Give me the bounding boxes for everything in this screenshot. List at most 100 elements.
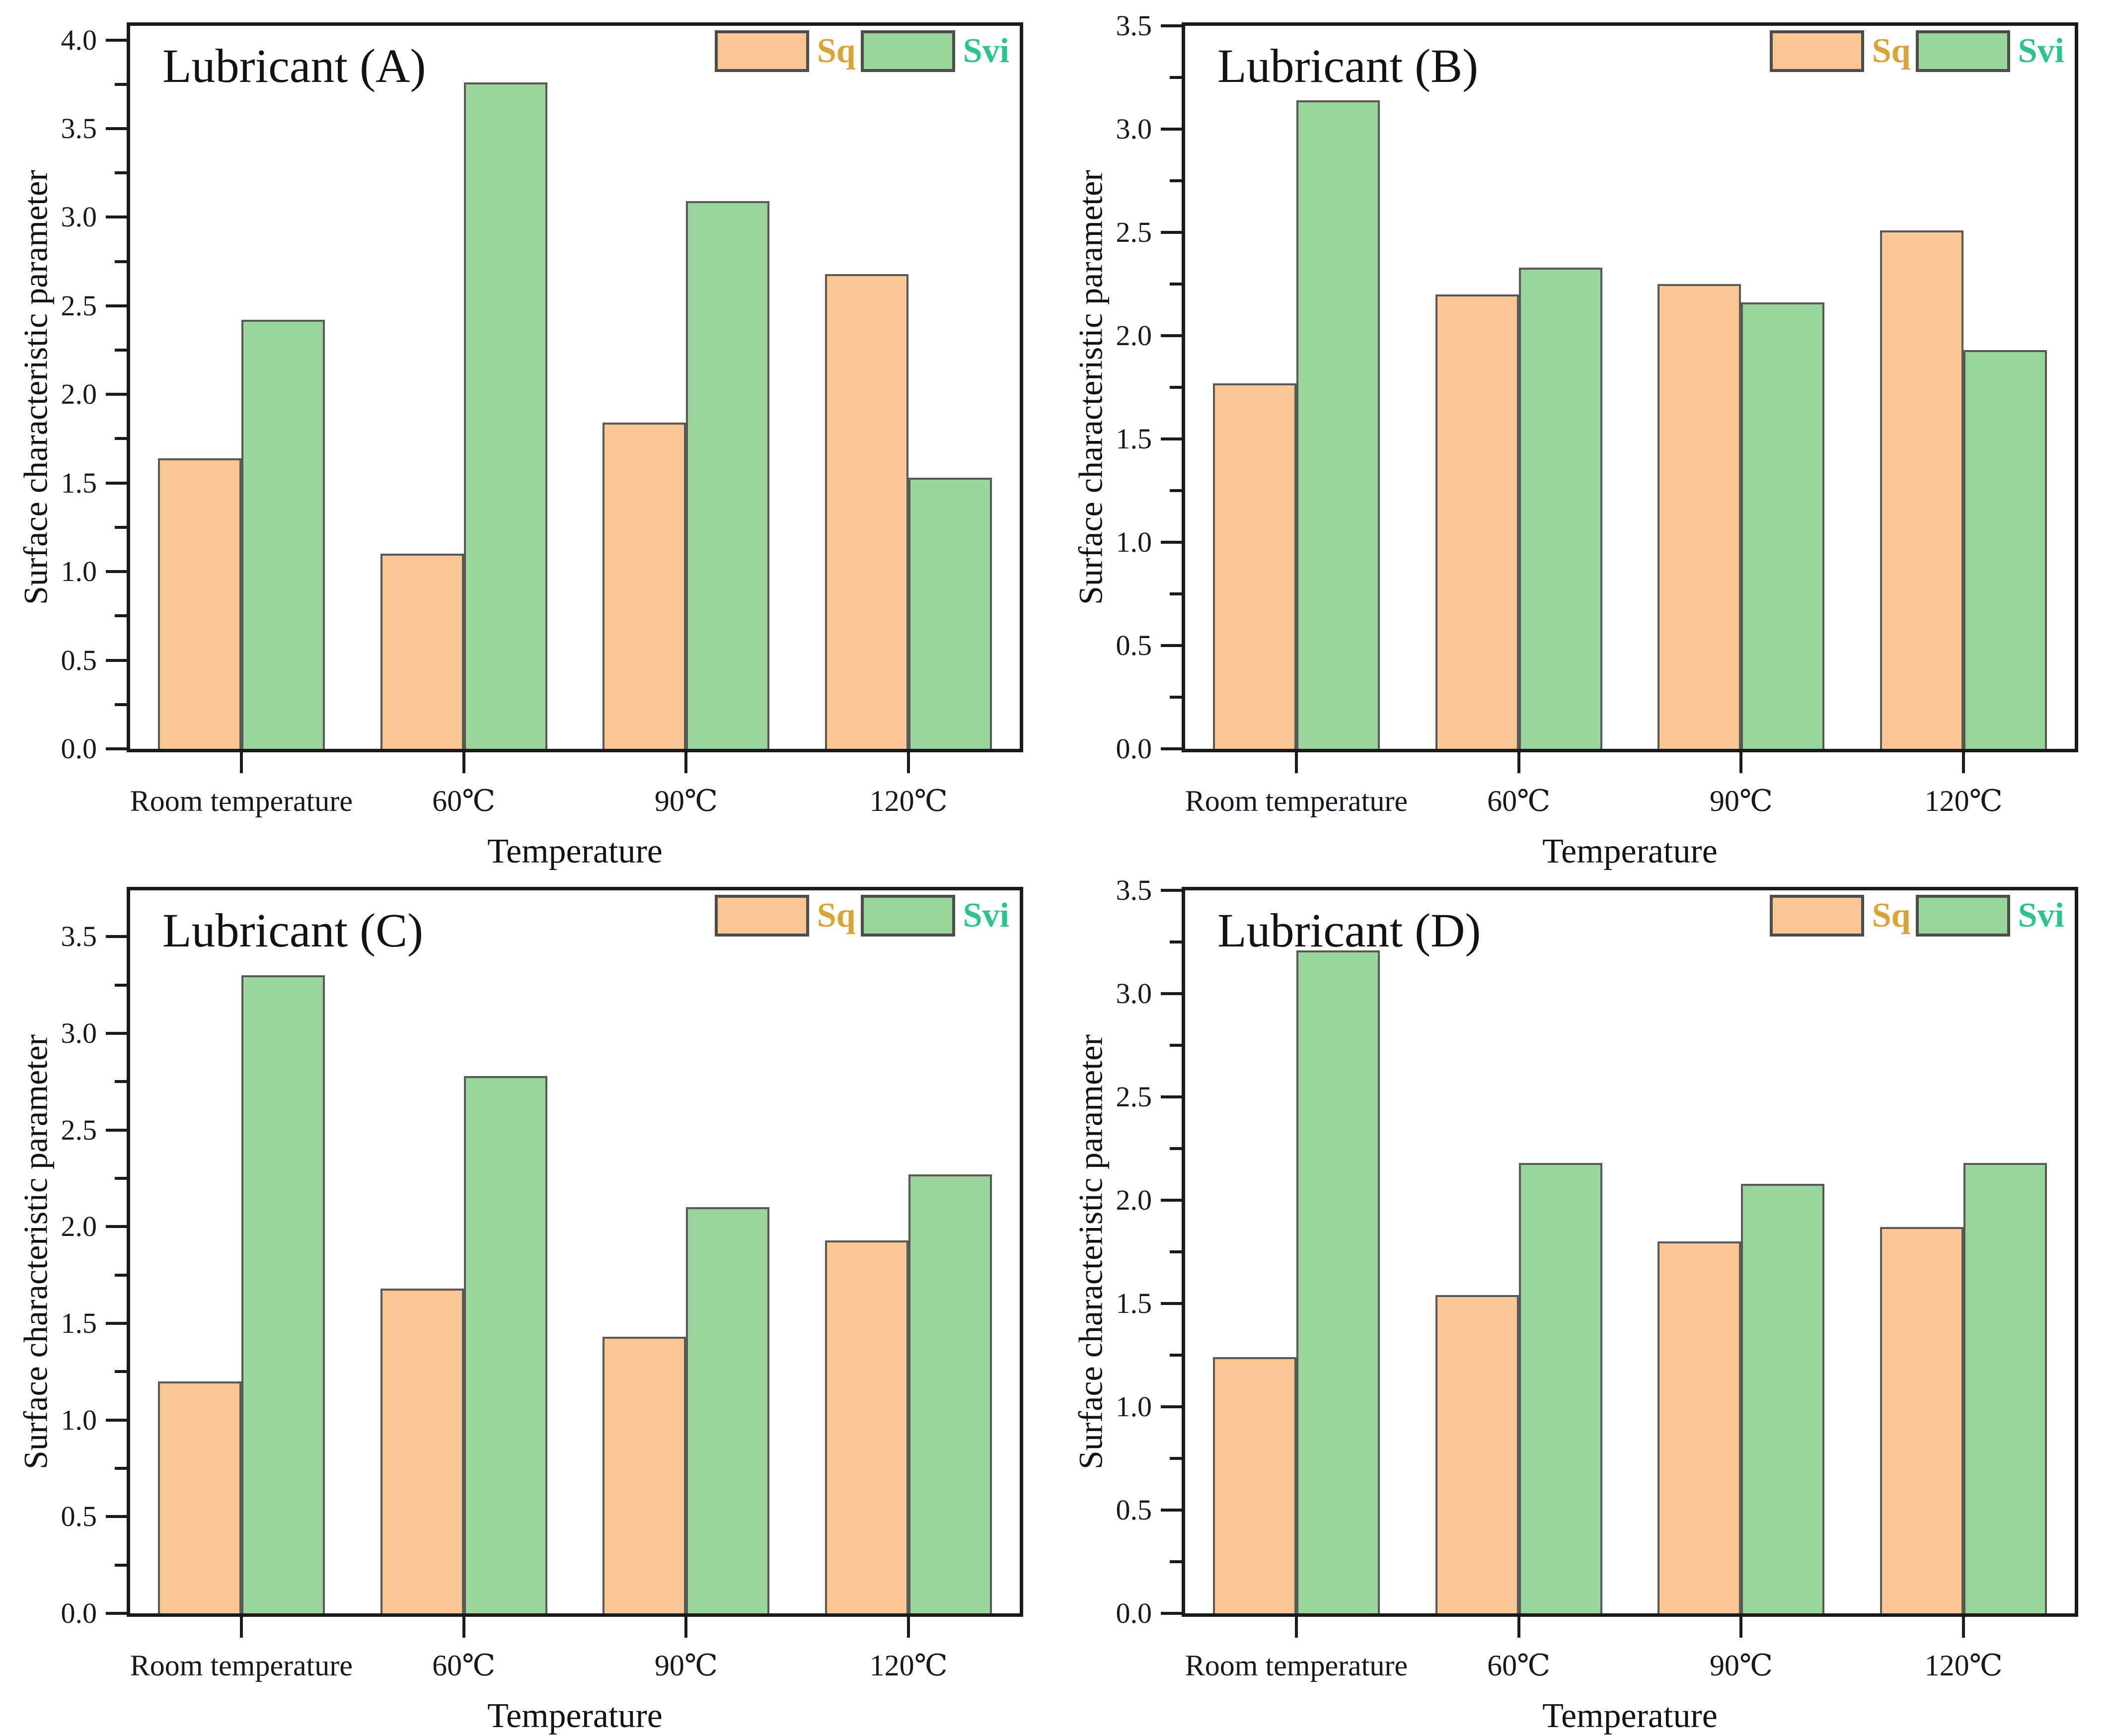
- bar-sq-60: [1435, 1295, 1519, 1613]
- x-axis-tick: [1739, 1617, 1743, 1638]
- bar-svi-60: [463, 82, 547, 749]
- bar-sq-120: [1880, 1227, 1964, 1613]
- panel-title: Lubricant (D): [1217, 904, 1481, 957]
- y-axis-minor-tick: [1170, 1354, 1182, 1357]
- x-axis-category-label: Room temperature: [130, 1649, 353, 1682]
- y-axis-minor-tick: [115, 703, 127, 706]
- bar-svi-room-temperature: [241, 320, 325, 749]
- y-axis-major-tick: [106, 747, 127, 750]
- x-axis-tick: [1962, 752, 1965, 773]
- y-axis-tick-label: 1.5: [61, 466, 97, 499]
- bar-svi-120: [1963, 1163, 2047, 1613]
- y-axis-minor-tick: [1170, 1250, 1182, 1253]
- y-axis-major-tick: [1161, 1612, 1182, 1615]
- y-axis-minor-tick: [1170, 940, 1182, 943]
- y-axis-tick-label: 3.5: [61, 112, 97, 145]
- y-axis-minor-tick: [115, 437, 127, 440]
- x-axis-tick: [239, 752, 243, 773]
- y-axis-minor-tick: [1170, 179, 1182, 182]
- x-axis-title: Temperature: [1542, 1697, 1718, 1735]
- bar-svi-90: [686, 1207, 770, 1613]
- y-axis-tick-label: 4.0: [61, 23, 97, 56]
- y-axis-minor-tick: [115, 983, 127, 987]
- panel-lubricant-c: 0.0 0.5 1.0 1.5 2.0 2.5 3.0 3.5 Room temperature…: [0, 865, 1055, 1735]
- y-axis-minor-tick: [115, 1080, 127, 1084]
- y-axis-major-tick: [106, 1418, 127, 1422]
- x-axis-category-label: 120℃: [1924, 785, 2003, 817]
- plot-area: [127, 887, 1023, 1617]
- y-axis-minor-tick: [115, 1467, 127, 1470]
- y-axis-minor-tick: [1170, 1147, 1182, 1150]
- x-axis-category-label: 120℃: [1924, 1649, 2003, 1682]
- plot-area: [1182, 887, 2078, 1617]
- y-axis-major-tick: [1161, 1199, 1182, 1202]
- y-axis-major-tick: [1161, 1405, 1182, 1408]
- y-axis-tick-label: 2.5: [61, 289, 97, 322]
- legend-label-sq: Sq: [817, 32, 856, 70]
- y-axis-minor-tick: [115, 1563, 127, 1567]
- panel-lubricant-a: 0.0 0.5 1.0 1.5 2.0 2.5 3.0 3.5 4.0 Room temperat…: [0, 0, 1055, 870]
- y-axis-major-tick: [1161, 128, 1182, 131]
- bar-sq-90: [1658, 1241, 1741, 1613]
- y-axis-tick-label: 0.0: [1116, 732, 1152, 765]
- x-axis-tick: [1517, 1617, 1520, 1638]
- x-axis-tick: [907, 1617, 910, 1638]
- y-axis-major-tick: [106, 1515, 127, 1519]
- y-axis-major-tick: [1161, 644, 1182, 647]
- y-axis-tick-label: 3.5: [61, 920, 97, 953]
- y-axis-minor-tick: [115, 1273, 127, 1277]
- y-axis-tick-label: 0.5: [1116, 1494, 1152, 1526]
- x-axis-category-label: 90℃: [654, 785, 718, 817]
- bar-sq-90: [603, 423, 686, 749]
- bar-svi-90: [686, 201, 770, 749]
- legend: Sq Svi: [714, 30, 1014, 72]
- bar-sq-room-temperature: [157, 1381, 241, 1613]
- y-axis-minor-tick: [1170, 76, 1182, 79]
- x-axis-category-label: 90℃: [654, 1649, 718, 1682]
- bar-svi-60: [463, 1076, 547, 1613]
- x-axis-category-label: 90℃: [1709, 1649, 1773, 1682]
- y-axis-minor-tick: [115, 171, 127, 175]
- y-axis-major-tick: [106, 1225, 127, 1229]
- bar-sq-120: [825, 1240, 909, 1613]
- y-axis-tick-label: 3.5: [1116, 874, 1152, 906]
- bar-svi-room-temperature: [1296, 100, 1380, 749]
- y-axis-major-tick: [106, 658, 127, 662]
- y-axis-tick-label: 1.0: [1116, 526, 1152, 558]
- x-axis-title: Temperature: [487, 1697, 663, 1735]
- legend-swatch-svi: [860, 895, 955, 937]
- bar-svi-90: [1741, 1183, 1825, 1613]
- y-axis-tick-label: 2.5: [1116, 1081, 1152, 1113]
- y-axis-major-tick: [106, 1322, 127, 1325]
- y-axis-major-tick: [106, 481, 127, 485]
- y-axis-tick-label: 0.5: [1116, 629, 1152, 661]
- y-axis-minor-tick: [115, 1177, 127, 1180]
- legend-swatch-sq: [1769, 30, 1864, 72]
- bar-sq-60: [380, 1288, 464, 1613]
- y-axis-minor-tick: [1170, 592, 1182, 595]
- y-axis-tick-label: 2.0: [1116, 319, 1152, 352]
- x-axis-tick: [684, 752, 688, 773]
- y-axis-minor-tick: [1170, 386, 1182, 389]
- legend-label-sq: Sq: [1872, 32, 1911, 70]
- bar-sq-room-temperature: [1212, 1357, 1296, 1613]
- y-axis-major-tick: [106, 935, 127, 939]
- y-axis-tick-label: 1.0: [1116, 1390, 1152, 1423]
- y-axis-tick-label: 1.0: [61, 555, 97, 588]
- y-axis-major-tick: [1161, 992, 1182, 995]
- y-axis-major-tick: [1161, 1302, 1182, 1305]
- y-axis-major-tick: [106, 1612, 127, 1615]
- bar-sq-120: [825, 274, 909, 749]
- x-axis-category-label: 60℃: [1487, 1649, 1551, 1682]
- y-axis-minor-tick: [115, 260, 127, 263]
- x-axis-title: Temperature: [487, 832, 663, 870]
- y-axis-major-tick: [106, 304, 127, 307]
- y-axis-tick-label: 0.0: [61, 732, 97, 765]
- y-axis-title: Surface characteristic parameter: [16, 1034, 55, 1469]
- bar-svi-room-temperature: [1296, 950, 1380, 1613]
- y-axis-minor-tick: [1170, 283, 1182, 286]
- y-axis-minor-tick: [1170, 696, 1182, 699]
- y-axis-major-tick: [106, 1032, 127, 1035]
- y-axis-title: Surface characteristic parameter: [16, 170, 55, 605]
- panel-title: Lubricant (B): [1217, 39, 1479, 92]
